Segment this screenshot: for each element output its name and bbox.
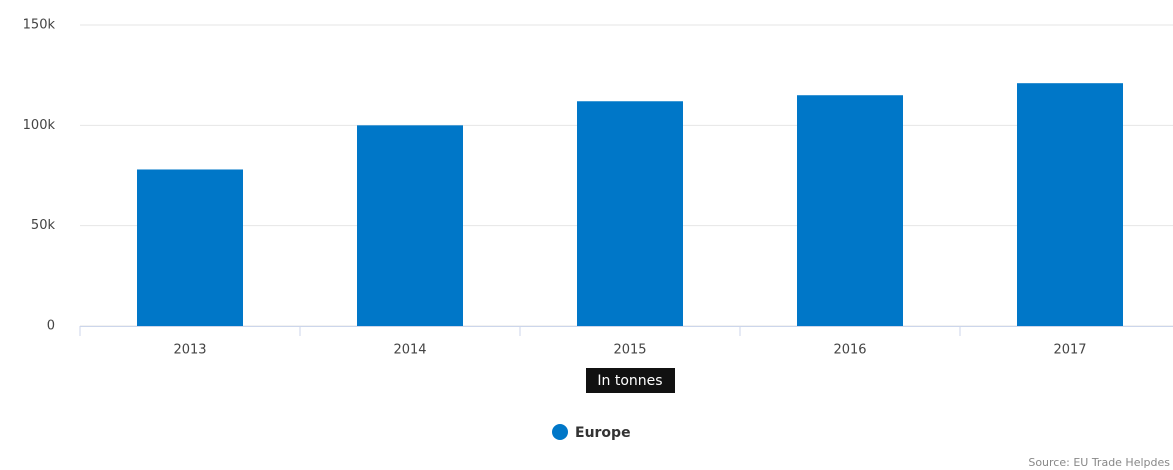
x-axis-label: In tonnes bbox=[597, 373, 662, 389]
x-tick-label: 2017 bbox=[1053, 343, 1086, 358]
y-tick-label: 0 bbox=[47, 319, 55, 334]
bar bbox=[137, 169, 243, 326]
source: Source: EU Trade Helpdes bbox=[1028, 456, 1170, 469]
legend-marker bbox=[552, 424, 568, 440]
y-tick-label: 50k bbox=[31, 218, 56, 233]
x-tick-label: 2013 bbox=[173, 343, 206, 358]
bar bbox=[797, 95, 903, 326]
x-tick-label: 2016 bbox=[833, 343, 866, 358]
y-tick-label: 150k bbox=[23, 18, 56, 33]
bar bbox=[577, 101, 683, 327]
legend-label: Europe bbox=[575, 425, 631, 441]
bar bbox=[1017, 83, 1123, 327]
x-label-background bbox=[586, 368, 675, 393]
bar bbox=[357, 125, 463, 326]
x-tick-label: 2014 bbox=[393, 343, 426, 358]
x-tick-label: 2015 bbox=[613, 343, 646, 358]
y-tick-label: 100k bbox=[23, 118, 56, 133]
